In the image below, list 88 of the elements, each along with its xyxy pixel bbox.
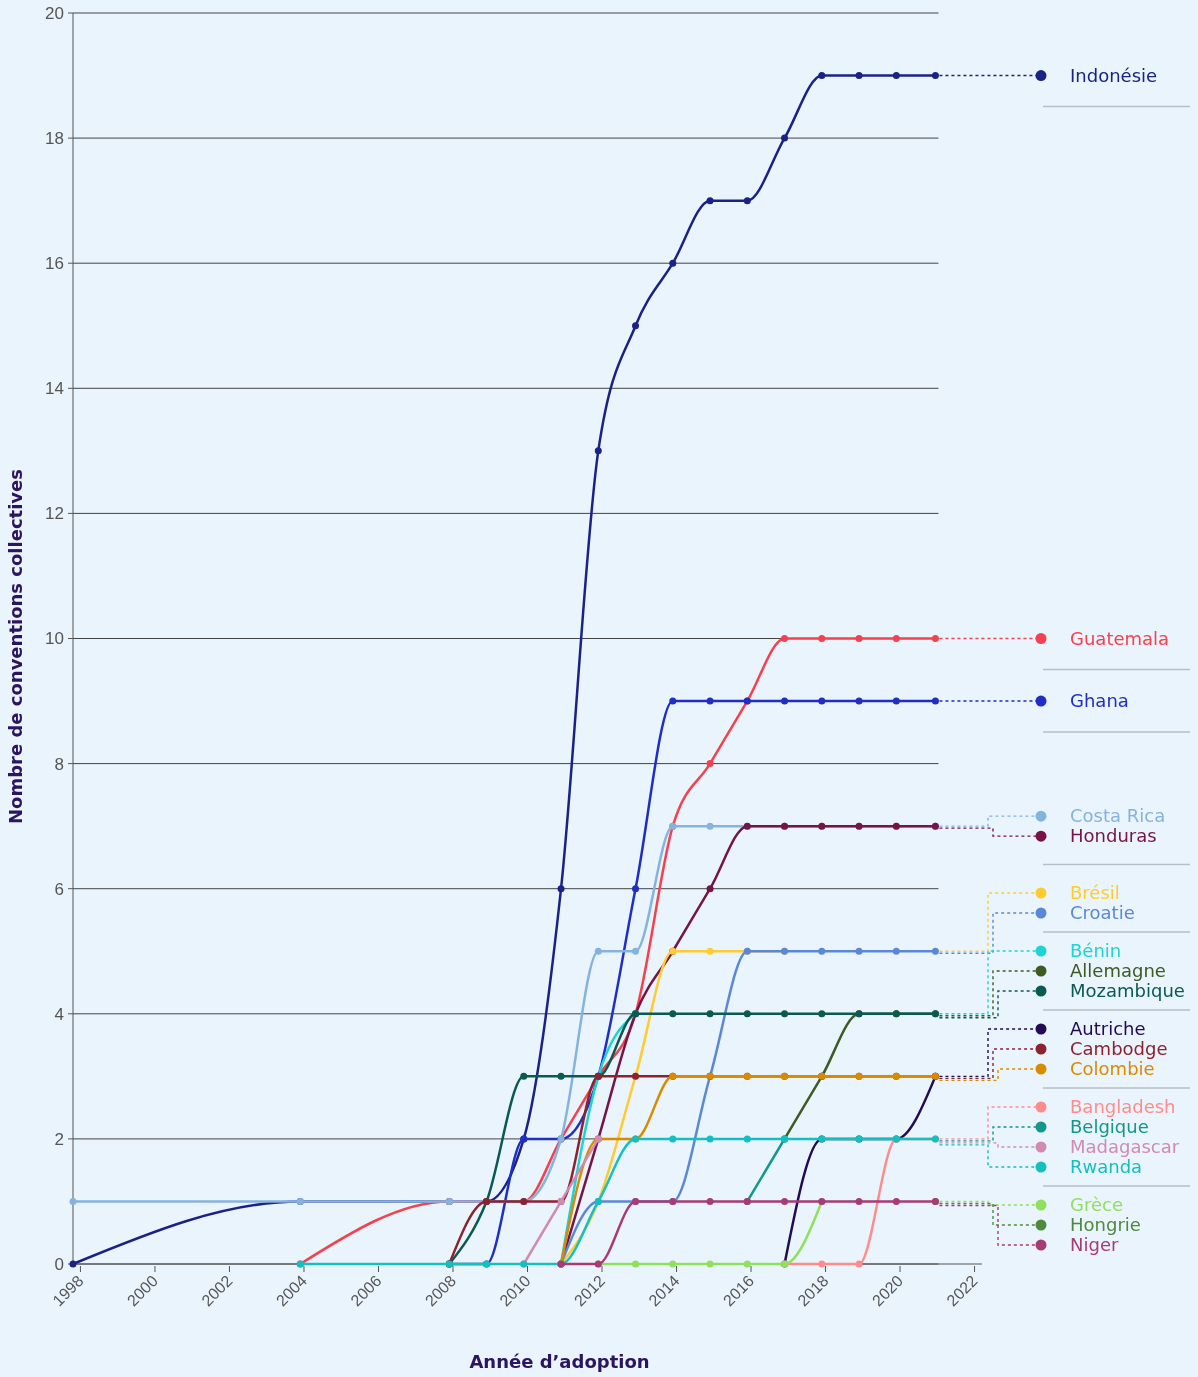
point xyxy=(931,72,939,80)
legend-label: Hongrie xyxy=(1070,1214,1141,1236)
point xyxy=(931,697,939,705)
point xyxy=(818,635,826,642)
legend-label: Niger xyxy=(1070,1234,1119,1256)
y-tick-label: 0 xyxy=(54,1254,64,1274)
point xyxy=(669,259,677,267)
y-tick-label: 18 xyxy=(45,129,64,149)
legend-label: Croatie xyxy=(1070,902,1135,924)
legend-label: Belgique xyxy=(1070,1116,1149,1138)
point xyxy=(557,885,565,893)
point xyxy=(743,1010,751,1018)
point xyxy=(931,947,939,955)
legend-label: Cambodge xyxy=(1070,1038,1168,1060)
point xyxy=(706,885,714,893)
point xyxy=(706,1260,714,1268)
point xyxy=(781,697,789,705)
point xyxy=(931,635,939,642)
y-tick-label: 16 xyxy=(45,254,64,274)
point xyxy=(706,697,714,705)
point xyxy=(781,1010,789,1018)
legend-label: Guatemala xyxy=(1070,627,1170,649)
point xyxy=(706,197,714,205)
point xyxy=(818,1260,826,1268)
point xyxy=(594,947,602,955)
x-axis-title: Année d’adoption xyxy=(469,1351,650,1372)
legend-label: Bangladesh xyxy=(1070,1096,1176,1118)
point xyxy=(632,322,640,330)
point xyxy=(855,1260,863,1268)
point xyxy=(855,947,863,955)
point xyxy=(669,697,677,705)
point xyxy=(669,1010,677,1018)
legend-label: Rwanda xyxy=(1070,1156,1143,1178)
legend-label: Allemagne xyxy=(1070,960,1166,982)
point xyxy=(669,1135,677,1143)
y-tick-label: 20 xyxy=(45,3,64,23)
point xyxy=(781,1197,789,1205)
point xyxy=(706,947,714,955)
point xyxy=(743,197,751,205)
legend-label: Autriche xyxy=(1070,1018,1146,1040)
y-axis-title: Nombre de conventions collectives xyxy=(5,468,26,825)
y-tick-label: 4 xyxy=(54,1004,64,1024)
point xyxy=(781,635,789,642)
point xyxy=(781,134,789,142)
y-tick-label: 8 xyxy=(54,754,64,774)
point xyxy=(520,1072,528,1080)
legend-label: Costa Rica xyxy=(1070,805,1166,827)
legend-label: Indonésie xyxy=(1070,64,1158,86)
y-tick-label: 12 xyxy=(45,504,64,524)
point xyxy=(632,947,640,955)
point xyxy=(743,1260,751,1268)
point xyxy=(632,885,640,893)
y-tick-label: 10 xyxy=(45,629,64,649)
legend-label: Colombie xyxy=(1070,1058,1155,1080)
legend-label: Mozambique xyxy=(1070,980,1185,1002)
point xyxy=(855,72,863,80)
point xyxy=(855,635,863,642)
point xyxy=(706,822,714,830)
point xyxy=(892,697,900,705)
legend-label: Grèce xyxy=(1070,1194,1123,1216)
point xyxy=(892,72,900,80)
point xyxy=(706,760,714,768)
point xyxy=(892,635,900,642)
legend-label: Madagascar xyxy=(1070,1136,1180,1158)
legend-label: Ghana xyxy=(1070,690,1129,712)
point xyxy=(855,697,863,705)
legend-label: Bénin xyxy=(1070,940,1122,962)
point xyxy=(557,1072,565,1080)
point xyxy=(706,1135,714,1143)
point xyxy=(892,1197,900,1205)
point xyxy=(632,1260,640,1268)
legend-label: Honduras xyxy=(1070,825,1157,847)
y-tick-label: 14 xyxy=(45,379,64,399)
point xyxy=(706,1010,714,1018)
point xyxy=(743,1135,751,1143)
point xyxy=(818,697,826,705)
point xyxy=(594,447,602,455)
point xyxy=(818,72,826,80)
point xyxy=(69,1197,77,1205)
point xyxy=(818,947,826,955)
point xyxy=(706,1197,714,1205)
point xyxy=(892,947,900,955)
y-tick-label: 6 xyxy=(54,879,64,899)
y-tick-label: 2 xyxy=(54,1129,64,1149)
point xyxy=(818,1010,826,1018)
point xyxy=(855,1197,863,1205)
point xyxy=(669,1260,677,1268)
legend-label: Brésil xyxy=(1070,882,1120,904)
